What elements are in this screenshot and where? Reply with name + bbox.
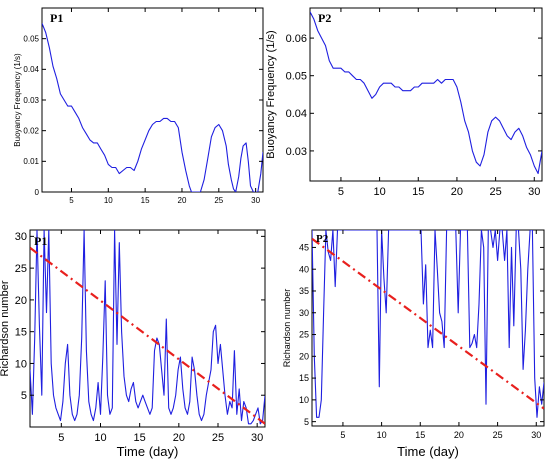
series-line <box>30 230 265 425</box>
y-axis-label: Richardson number <box>0 280 11 376</box>
x-tick-label: 25 <box>489 186 501 198</box>
y-tick-label: 25 <box>299 330 309 340</box>
x-tick-label: 25 <box>214 196 223 205</box>
series-line <box>42 23 263 192</box>
y-axis-label: Richardson number <box>282 289 292 368</box>
x-tick-label: 5 <box>340 430 345 440</box>
x-tick-label: 25 <box>493 430 503 440</box>
panel-title: P2 <box>316 233 329 245</box>
x-tick-label: 30 <box>251 432 263 444</box>
x-tick-label: 15 <box>412 186 424 198</box>
y-tick-label: 45 <box>299 243 309 253</box>
x-tick-label: 30 <box>531 430 541 440</box>
y-tick-label: 0.02 <box>23 126 39 135</box>
y-tick-label: 0.04 <box>286 108 307 120</box>
y-tick-label: 20 <box>299 351 309 361</box>
chart-p2-richardson: 5 10 15 20 25 30 5 10 15 20 25 30 35 40 45 Richardson n… <box>282 229 545 459</box>
series-line <box>310 11 542 175</box>
x-tick-label: 5 <box>58 432 64 444</box>
y-tick-label: 10 <box>15 358 27 370</box>
y-tick-label: 0.04 <box>23 65 39 74</box>
y-tick-label: 30 <box>15 231 27 243</box>
y-tick-label: 5 <box>21 390 27 402</box>
y-tick-label: 20 <box>15 295 27 307</box>
y-axis-label: Buoyancy Frequency (1/s) <box>265 30 277 158</box>
x-tick-label: 30 <box>251 196 260 205</box>
y-tick-label: 0.03 <box>286 146 307 158</box>
x-tick-label: 10 <box>373 186 385 198</box>
y-tick-label: 35 <box>299 286 309 296</box>
x-tick-label: 25 <box>212 432 224 444</box>
y-tick-label: 10 <box>299 395 309 405</box>
chart-p1-richardson: 5 10 15 20 25 30 5 10 15 20 25 30 Richardson number T… <box>0 229 266 459</box>
x-tick-label: 5 <box>69 196 74 205</box>
x-tick-label: 20 <box>173 432 185 444</box>
x-tick-label: 30 <box>528 186 540 198</box>
y-tick-label: 0.03 <box>23 96 39 105</box>
y-tick-label: 25 <box>15 263 27 275</box>
x-tick-label: 15 <box>415 430 425 440</box>
y-tick-label: 0.05 <box>23 34 39 43</box>
plot-frame <box>29 229 266 428</box>
panel-title: P1 <box>50 11 63 25</box>
x-tick-label: 20 <box>454 430 464 440</box>
y-tick-label: 0 <box>35 188 40 197</box>
chart-p1-buoyancy: 5 10 15 20 25 30 0 0.01 0.02 0.03 0.04 0.05 Buoyancy… <box>13 7 264 205</box>
x-tick-label: 10 <box>104 196 113 205</box>
y-tick-label: 15 <box>15 327 27 339</box>
y-tick-label: 0.05 <box>286 71 307 83</box>
y-tick-label: 40 <box>299 264 309 274</box>
x-tick-label: 10 <box>94 432 106 444</box>
x-axis-label: Time (day) <box>117 444 179 459</box>
panel-title: P2 <box>318 11 331 25</box>
x-tick-label: 15 <box>141 196 150 205</box>
series-line <box>312 230 544 418</box>
trend-line <box>30 246 265 425</box>
x-tick-label: 10 <box>377 430 387 440</box>
chart-p2-buoyancy: 5 10 15 20 25 30 0.03 0.04 0.05 0.06 Buoyancy Freq… <box>265 7 543 198</box>
y-tick-label: 0.01 <box>23 157 39 166</box>
x-tick-label: 20 <box>451 186 463 198</box>
x-tick-label: 15 <box>134 432 146 444</box>
plot-frame <box>41 7 264 193</box>
y-tick-label: 30 <box>299 308 309 318</box>
panel-title: P1 <box>34 234 47 248</box>
y-axis-label: Buoyancy Frequency (1/s) <box>13 53 22 147</box>
x-tick-label: 20 <box>178 196 187 205</box>
x-axis-label: Time (day) <box>397 444 459 459</box>
y-tick-label: 15 <box>299 373 309 383</box>
x-tick-label: 5 <box>338 186 344 198</box>
y-tick-label: 0.06 <box>286 33 307 45</box>
plot-frame <box>309 7 543 182</box>
y-tick-label: 5 <box>304 417 309 427</box>
